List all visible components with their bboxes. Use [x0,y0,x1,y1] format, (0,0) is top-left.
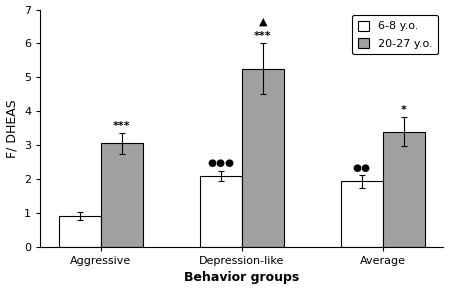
Bar [340,182,383,247]
Text: ***: *** [254,31,272,41]
Bar [58,216,101,247]
Text: ●●●: ●●● [207,158,234,168]
Bar [101,144,143,247]
Bar [383,132,425,247]
Text: ▲: ▲ [259,17,267,27]
Legend: 6-8 y.o., 20-27 y.o.: 6-8 y.o., 20-27 y.o. [352,15,438,55]
Y-axis label: F/ DHEAS: F/ DHEAS [5,99,18,157]
Bar [242,69,284,247]
Bar [199,176,242,247]
Text: ●●: ●● [352,163,371,173]
X-axis label: Behavior groups: Behavior groups [184,271,299,284]
Text: ***: *** [113,121,131,131]
Text: *: * [401,105,407,115]
